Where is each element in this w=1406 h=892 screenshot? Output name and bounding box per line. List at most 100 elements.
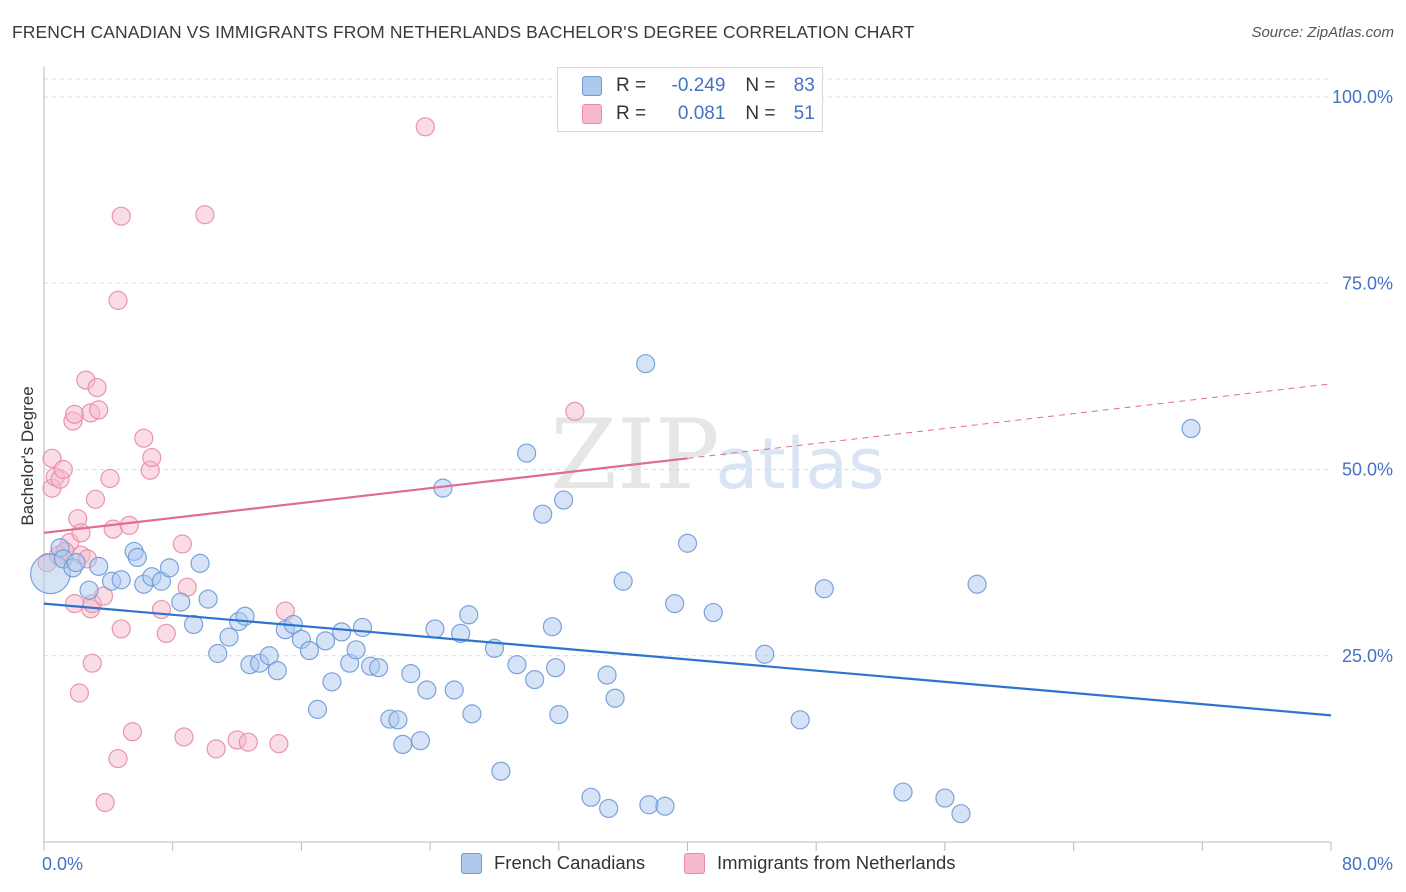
point-french-canadians	[171, 592, 191, 612]
series-legend: French Canadians Immigrants from Netherl…	[0, 852, 1406, 878]
point-french-canadians	[267, 661, 287, 681]
legend-row-french-canadians: R = -0.249 N = 83	[582, 72, 815, 100]
point-netherlands	[64, 404, 85, 424]
point-french-canadians	[66, 553, 86, 573]
legend-row-netherlands: R = 0.081 N = 51	[582, 100, 815, 128]
series-swatch-blue	[461, 852, 482, 874]
point-french-canadians	[184, 614, 204, 635]
point-netherlands	[151, 599, 172, 620]
legend-swatch-blue	[582, 76, 602, 96]
point-netherlands	[111, 619, 131, 639]
series-french-canadians-points	[30, 354, 1201, 824]
point-netherlands	[142, 447, 162, 468]
point-french-canadians	[159, 558, 180, 578]
point-french-canadians	[111, 570, 131, 590]
gridlines	[44, 78, 1331, 657]
point-french-canadians	[401, 664, 421, 684]
y-tick-label: 75.0%	[1342, 273, 1393, 293]
point-french-canadians	[755, 644, 775, 664]
point-french-canadians	[639, 795, 659, 815]
point-french-canadians	[655, 796, 675, 816]
trend-lines	[43, 383, 1332, 717]
point-french-canadians	[417, 680, 437, 700]
point-netherlands	[119, 515, 139, 535]
point-french-canadians	[967, 574, 987, 594]
x-tick-label: 80.0%	[1342, 854, 1393, 874]
point-french-canadians	[554, 490, 574, 510]
legend-r-label: R =	[616, 75, 647, 96]
legend-swatch-pink	[582, 104, 602, 124]
point-french-canadians	[388, 710, 408, 730]
point-french-canadians	[533, 504, 553, 524]
point-netherlands	[111, 206, 131, 226]
point-french-canadians	[542, 617, 562, 637]
point-netherlands	[108, 290, 128, 310]
point-netherlands	[174, 727, 194, 747]
trend-line-netherlands-extension	[687, 383, 1332, 459]
legend-n-value: 51	[793, 103, 815, 124]
point-netherlands	[206, 739, 226, 759]
point-french-canadians	[613, 571, 633, 591]
series-legend-netherlands: Immigrants from Netherlands	[684, 852, 956, 874]
point-french-canadians	[190, 553, 210, 573]
point-french-canadians	[307, 699, 328, 719]
trend-line-netherlands	[43, 457, 688, 534]
point-netherlands	[122, 722, 143, 742]
point-netherlands	[82, 653, 102, 673]
point-french-canadians	[332, 622, 352, 642]
point-netherlands	[95, 792, 115, 813]
point-french-canadians	[219, 627, 239, 647]
point-french-canadians	[425, 619, 445, 639]
point-french-canadians	[451, 623, 471, 644]
point-french-canadians	[462, 704, 482, 724]
y-axis-label: Bachelor's Degree	[18, 386, 37, 525]
point-french-canadians	[198, 589, 218, 609]
point-french-canadians	[444, 680, 464, 700]
point-french-canadians	[581, 787, 601, 807]
point-netherlands	[85, 489, 106, 509]
point-netherlands	[71, 523, 91, 543]
point-netherlands	[53, 459, 73, 480]
point-french-canadians	[549, 705, 569, 725]
point-netherlands	[134, 428, 154, 448]
point-french-canadians	[369, 658, 389, 678]
chart-source: Source: ZipAtlas.com	[1251, 24, 1394, 41]
trend-line-french-canadians	[43, 602, 1332, 717]
y-tick-label: 100.0%	[1332, 87, 1393, 107]
point-french-canadians	[352, 617, 373, 638]
point-french-canadians	[315, 631, 336, 651]
legend-n-value: 83	[793, 75, 815, 96]
point-french-canadians	[127, 547, 147, 568]
point-french-canadians	[951, 804, 971, 824]
series-legend-label: French Canadians	[494, 852, 646, 873]
point-french-canadians	[1181, 418, 1201, 439]
point-netherlands	[64, 593, 85, 614]
legend-r-value: -0.249	[671, 75, 726, 96]
watermark: ZIP atlas	[550, 399, 884, 511]
legend-n-label: N =	[745, 103, 776, 124]
series-legend-french-canadians: French Canadians	[461, 852, 645, 874]
point-french-canadians	[665, 593, 685, 614]
point-netherlands	[269, 734, 289, 754]
point-french-canadians	[814, 579, 834, 599]
series-swatch-pink	[684, 852, 705, 874]
point-netherlands	[565, 401, 585, 421]
point-netherlands	[103, 519, 123, 539]
legend-r-value: 0.081	[677, 103, 726, 124]
point-french-canadians	[599, 798, 619, 819]
point-netherlands	[415, 117, 435, 137]
point-french-canadians	[790, 710, 810, 730]
point-french-canadians	[893, 782, 913, 802]
point-netherlands	[238, 732, 258, 752]
legend-r-label: R =	[616, 103, 647, 124]
point-french-canadians	[703, 602, 723, 623]
point-french-canadians	[491, 761, 511, 781]
point-french-canadians	[259, 646, 279, 666]
point-french-canadians	[517, 443, 537, 463]
point-netherlands	[89, 400, 109, 420]
point-french-canadians	[299, 640, 320, 661]
point-french-canadians	[636, 354, 656, 374]
watermark-atlas: atlas	[715, 423, 884, 505]
legend-n-label: N =	[745, 75, 776, 96]
